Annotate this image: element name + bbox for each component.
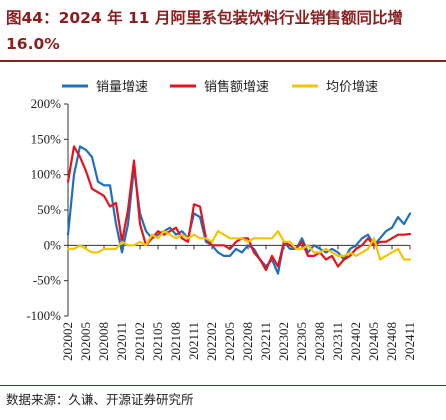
y-tick-label: 0% [44, 237, 62, 252]
x-tick-label: 202308 [312, 322, 327, 361]
plot-area [66, 145, 412, 275]
x-tick-label: 202208 [240, 322, 255, 361]
x-tick-label: 202402 [348, 322, 363, 361]
legend-label-1: 销量增速 [96, 80, 148, 95]
line-chart: 销量增速 销售额增速 均价增速 -100% -50% 0% 50% 100% 150% 200%… [26, 79, 417, 361]
y-axis: -100% -50% 0% 50% 100% 150% 200% [26, 96, 69, 323]
y-tick-label: -100% [26, 308, 61, 323]
x-tick-label: 202205 [222, 322, 237, 361]
source-divider [0, 385, 446, 386]
x-tick-label: 202411 [402, 322, 417, 361]
x-tick-label: 202011 [114, 322, 129, 361]
title-divider [0, 60, 446, 62]
x-tick-label: 202211 [258, 322, 273, 361]
legend-label-2: 销售额增速 [204, 79, 269, 95]
x-tick-label: 202102 [132, 322, 147, 361]
chart-legend: 销量增速 销售额增速 均价增速 [62, 79, 378, 95]
x-tick-label: 202105 [150, 322, 165, 361]
y-tick-label: 150% [31, 131, 62, 146]
x-tick-label: 202002 [60, 322, 75, 361]
data-source: 数据来源：久谦、开源证券研究所 [6, 392, 194, 407]
y-tick-label: 50% [37, 202, 61, 217]
series-line-3 [66, 230, 412, 261]
x-tick-label: 202111 [186, 322, 201, 360]
x-tick-label: 202311 [330, 322, 345, 361]
y-tick-label: 200% [31, 96, 62, 111]
y-tick-label: -50% [33, 273, 61, 288]
x-tick-label: 202408 [384, 322, 399, 361]
series-line-1 [66, 145, 412, 275]
y-tick-label: 100% [31, 167, 62, 182]
x-tick-label: 202202 [204, 322, 219, 361]
x-tick-label: 202405 [366, 322, 381, 361]
x-tick-label: 202108 [168, 322, 183, 361]
chart-title: 图44：2024 年 11 月阿里系包装饮料行业销售额同比增16.0% [6, 9, 403, 53]
x-tick-label: 202305 [294, 322, 309, 361]
x-axis: 202002 202005 202008 202011 202102 202105 2021… [60, 244, 417, 361]
x-tick-label: 202005 [78, 322, 93, 361]
legend-label-3: 均价增速 [326, 80, 378, 95]
x-tick-label: 202008 [96, 322, 111, 361]
x-tick-label: 202302 [276, 322, 291, 361]
series-line-2 [66, 145, 412, 272]
